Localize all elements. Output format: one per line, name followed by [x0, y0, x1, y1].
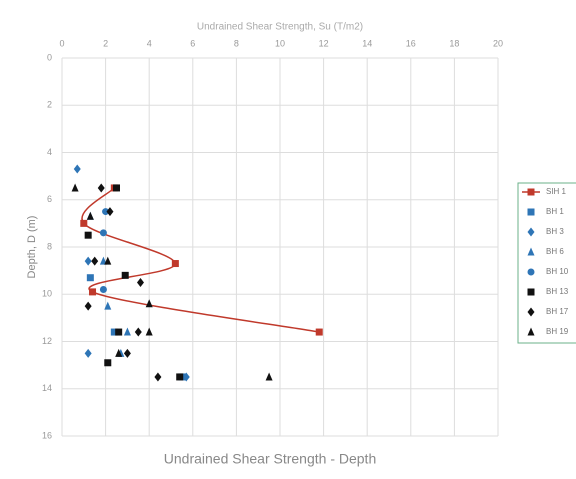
marker	[115, 328, 123, 336]
marker	[80, 219, 88, 227]
marker	[171, 260, 179, 268]
marker	[121, 271, 129, 279]
legend-label: BH 10	[546, 267, 569, 276]
x-tick-label: 2	[103, 38, 108, 48]
marker	[86, 274, 94, 282]
legend-marker	[527, 288, 535, 296]
chart-title: Undrained Shear Strength - Depth	[164, 451, 376, 467]
marker	[265, 372, 273, 381]
marker	[84, 256, 92, 266]
marker	[97, 183, 105, 193]
marker	[71, 183, 79, 192]
legend-marker	[527, 188, 535, 196]
x-tick-label: 14	[362, 38, 372, 48]
x-tick-label: 20	[493, 38, 503, 48]
marker	[99, 229, 107, 237]
marker	[145, 299, 153, 308]
marker	[104, 256, 112, 265]
marker	[86, 211, 94, 220]
marker	[113, 184, 120, 192]
marker	[115, 348, 123, 357]
y-tick-label: 14	[42, 383, 52, 393]
x-tick-label: 6	[190, 38, 195, 48]
marker	[145, 327, 153, 336]
marker	[84, 231, 92, 239]
legend-marker	[527, 327, 535, 336]
x-tick-label: 16	[406, 38, 416, 48]
marker	[110, 328, 118, 336]
marker	[84, 348, 92, 358]
x-tick-label: 8	[234, 38, 239, 48]
x-tick-label: 18	[449, 38, 459, 48]
x-tick-label: 4	[147, 38, 152, 48]
marker	[182, 372, 190, 382]
legend-marker	[527, 307, 535, 317]
x-tick-label: 10	[275, 38, 285, 48]
x-axis-title: Undrained Shear Strength, Su (T/m2)	[197, 22, 363, 33]
legend-marker	[527, 227, 535, 237]
legend-marker	[527, 208, 535, 216]
marker	[134, 327, 142, 337]
marker	[104, 359, 112, 367]
y-tick-label: 2	[47, 100, 52, 110]
marker	[91, 256, 99, 266]
marker	[104, 301, 112, 310]
legend-marker	[527, 247, 535, 256]
y-tick-label: 0	[47, 52, 52, 62]
legend-label: BH 1	[546, 207, 564, 216]
marker	[84, 301, 92, 311]
marker	[136, 277, 144, 287]
series-line	[81, 187, 320, 333]
marker	[176, 373, 184, 381]
marker	[123, 348, 131, 358]
legend-label: BH 3	[546, 227, 564, 236]
marker	[73, 164, 81, 174]
y-tick-label: 8	[47, 241, 52, 251]
y-tick-label: 10	[42, 289, 52, 299]
y-tick-label: 6	[47, 194, 52, 204]
marker	[102, 208, 110, 216]
x-tick-label: 0	[59, 38, 64, 48]
legend-label: BH 17	[546, 307, 569, 316]
marker	[154, 372, 162, 382]
x-tick-label: 12	[319, 38, 329, 48]
legend-marker	[527, 268, 535, 276]
y-tick-label: 12	[42, 336, 52, 346]
y-tick-label: 16	[42, 430, 52, 440]
marker	[99, 286, 107, 294]
y-axis-title: Depth, D (m)	[26, 216, 38, 279]
marker	[315, 328, 323, 336]
marker	[89, 288, 97, 296]
y-tick-label: 4	[47, 147, 52, 157]
legend-label: BH 13	[546, 287, 569, 296]
marker	[123, 327, 131, 336]
legend-label: BH 6	[546, 247, 564, 256]
legend-label: SIH 1	[546, 187, 567, 196]
legend-label: BH 19	[546, 327, 569, 336]
marker	[106, 207, 114, 217]
